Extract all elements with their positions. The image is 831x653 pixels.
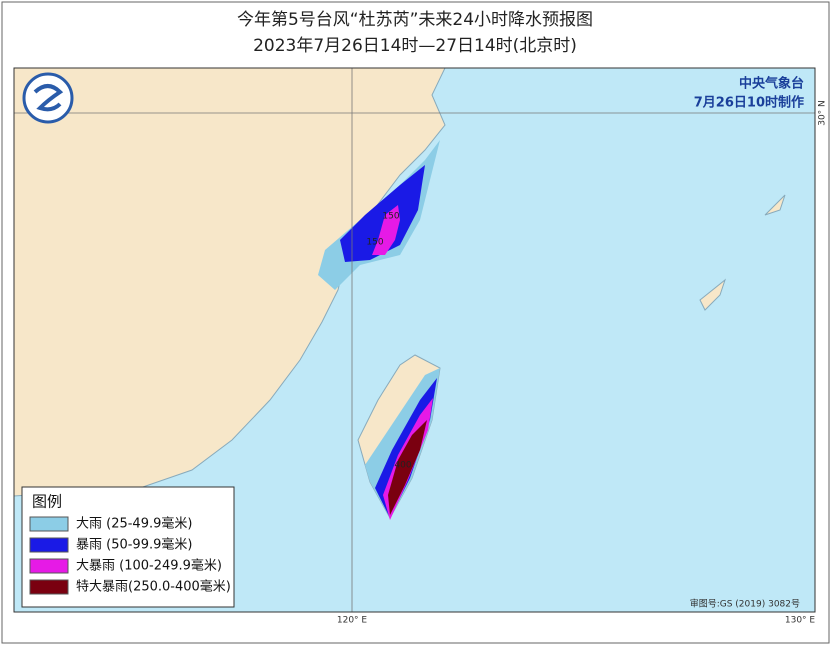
legend-label: 特大暴雨(250.0-400毫米) [76,579,231,595]
legend: 图例 大雨 (25-49.9毫米) 暴雨 (50-99.9毫米) 大暴雨 (100-… [21,486,235,608]
extreme-rain-zone-tw [388,420,427,515]
legend-label: 大雨 (25-49.9毫米) [76,516,192,532]
review-number: 审图号:GS (2019) 3082号 [690,598,800,610]
logo-mark [33,84,64,112]
lon-label: 120° E [337,616,368,626]
title: 今年第5号台风“杜苏芮”未来24小时降水预报图 [237,10,593,30]
legend-swatch [29,558,69,574]
issue-time: 7月26日10时制作 [694,95,804,111]
contour-label: 150 [366,238,383,248]
subtitle: 2023年7月26日14时—27日14时(北京时) [253,36,577,56]
legend-swatch [29,516,69,532]
heavy-rainstorm-zone [372,205,400,255]
map-frame [13,67,816,613]
contour-label: 150 [382,212,399,222]
lon-label: 130° E [785,616,816,626]
legend-title: 图例 [32,493,62,511]
lat-label: 30° N [818,100,828,126]
legend-label: 大暴雨 (100-249.9毫米) [76,558,222,574]
mainland [13,67,446,497]
agency-name: 中央气象台 [739,76,804,92]
rainstorm-zone [340,165,425,262]
logo [22,72,74,124]
contour-label: 400 [394,461,411,471]
legend-swatch [29,579,69,595]
islands [699,194,786,311]
legend-label: 暴雨 (50-99.9毫米) [76,537,192,553]
legend-swatch [29,537,69,553]
